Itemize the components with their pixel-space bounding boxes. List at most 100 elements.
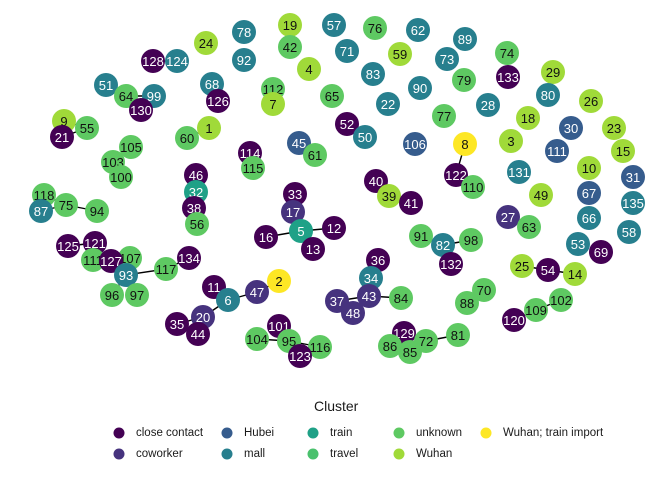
node-circle-66 [577,206,601,230]
node-label-106: 106 [404,137,426,152]
node-22: 22 [376,92,400,116]
node-circle-15 [611,139,635,163]
node-circle-22 [376,92,400,116]
node-circle-62 [406,18,430,42]
node-55: 55 [75,116,99,140]
node-circle-52 [335,112,359,136]
node-circle-14 [563,262,587,286]
node-circle-60 [175,126,199,150]
node-circle-43 [357,284,381,308]
node-circle-100 [109,165,133,189]
node-circle-73 [435,47,459,71]
node-circle-18 [516,106,540,130]
node-106: 106 [403,132,427,156]
node-65: 65 [320,84,344,108]
node-label-91: 91 [414,229,428,244]
node-label-102: 102 [550,293,572,308]
node-circle-59 [388,42,412,66]
node-label-47: 47 [250,285,264,300]
node-44: 44 [186,322,210,346]
node-128: 128 [141,49,165,73]
node-125: 125 [56,234,80,258]
node-label-20: 20 [196,310,210,325]
node-label-79: 79 [457,73,471,88]
node-label-50: 50 [358,130,372,145]
legend-label-wuhan-train-import: Wuhan; train import [503,427,604,439]
node-label-42: 42 [283,40,297,55]
node-circle-25 [510,254,534,278]
node-label-30: 30 [564,121,578,136]
node-85: 85 [398,340,422,364]
node-label-63: 63 [522,220,536,235]
node-116: 116 [308,335,332,359]
node-label-25: 25 [515,259,529,274]
node-circle-92 [232,48,256,72]
node-75: 75 [54,193,78,217]
node-circle-19 [278,13,302,37]
node-label-128: 128 [142,54,164,69]
node-circle-93 [114,263,138,287]
node-81: 81 [446,323,470,347]
node-78: 78 [232,20,256,44]
node-80: 80 [536,83,560,107]
node-circle-109 [524,298,548,322]
node-label-77: 77 [437,109,451,124]
legend-item-wuhan-train-import: Wuhan; train import [480,427,604,439]
node-circle-30 [559,116,583,140]
node-label-81: 81 [451,328,465,343]
node-label-57: 57 [327,18,341,33]
node-circle-135 [621,191,645,215]
node-69: 69 [589,240,613,264]
node-67: 67 [577,181,601,205]
node-54: 54 [536,258,560,282]
node-131: 131 [507,160,531,184]
node-label-97: 97 [130,288,144,303]
node-label-10: 10 [582,161,596,176]
node-label-105: 105 [120,140,142,155]
node-label-53: 53 [571,237,585,252]
node-label-17: 17 [286,205,300,220]
node-label-49: 49 [534,188,548,203]
legend-label-travel: travel [330,448,358,460]
node-label-70: 70 [477,283,491,298]
node-label-100: 100 [110,170,132,185]
legend-item-coworker: coworker [113,448,183,460]
node-label-43: 43 [362,289,376,304]
node-label-82: 82 [436,238,450,253]
node-label-67: 67 [582,186,596,201]
node-circle-67 [577,181,601,205]
node-circle-17 [281,200,305,224]
node-circle-82 [431,233,455,257]
node-61: 61 [303,143,327,167]
node-18: 18 [516,106,540,130]
node-label-73: 73 [440,52,454,67]
node-111: 111 [545,139,569,163]
node-5: 5 [289,219,313,243]
node-90: 90 [408,76,432,100]
legend-title: Cluster [314,398,359,414]
node-circle-57 [322,13,346,37]
node-14: 14 [563,262,587,286]
node-label-51: 51 [99,78,113,93]
node-13: 13 [301,237,325,261]
node-92: 92 [232,48,256,72]
node-7: 7 [261,92,285,116]
node-circle-90 [408,76,432,100]
legend-label-mall: mall [244,448,265,460]
legend-label-hubei: Hubei [244,427,274,439]
node-circle-7 [261,92,285,116]
node-123: 123 [288,344,312,368]
node-label-45: 45 [292,136,306,151]
node-circle-36 [366,248,390,272]
node-label-56: 56 [190,217,204,232]
node-circle-61 [303,143,327,167]
node-circle-29 [541,60,565,84]
node-label-69: 69 [594,245,608,260]
node-64: 64 [114,84,138,108]
node-10: 10 [577,156,601,180]
node-88: 88 [455,291,479,315]
node-circle-117 [154,257,178,281]
node-label-130: 130 [130,103,152,118]
legend-swatch-train [307,427,319,439]
